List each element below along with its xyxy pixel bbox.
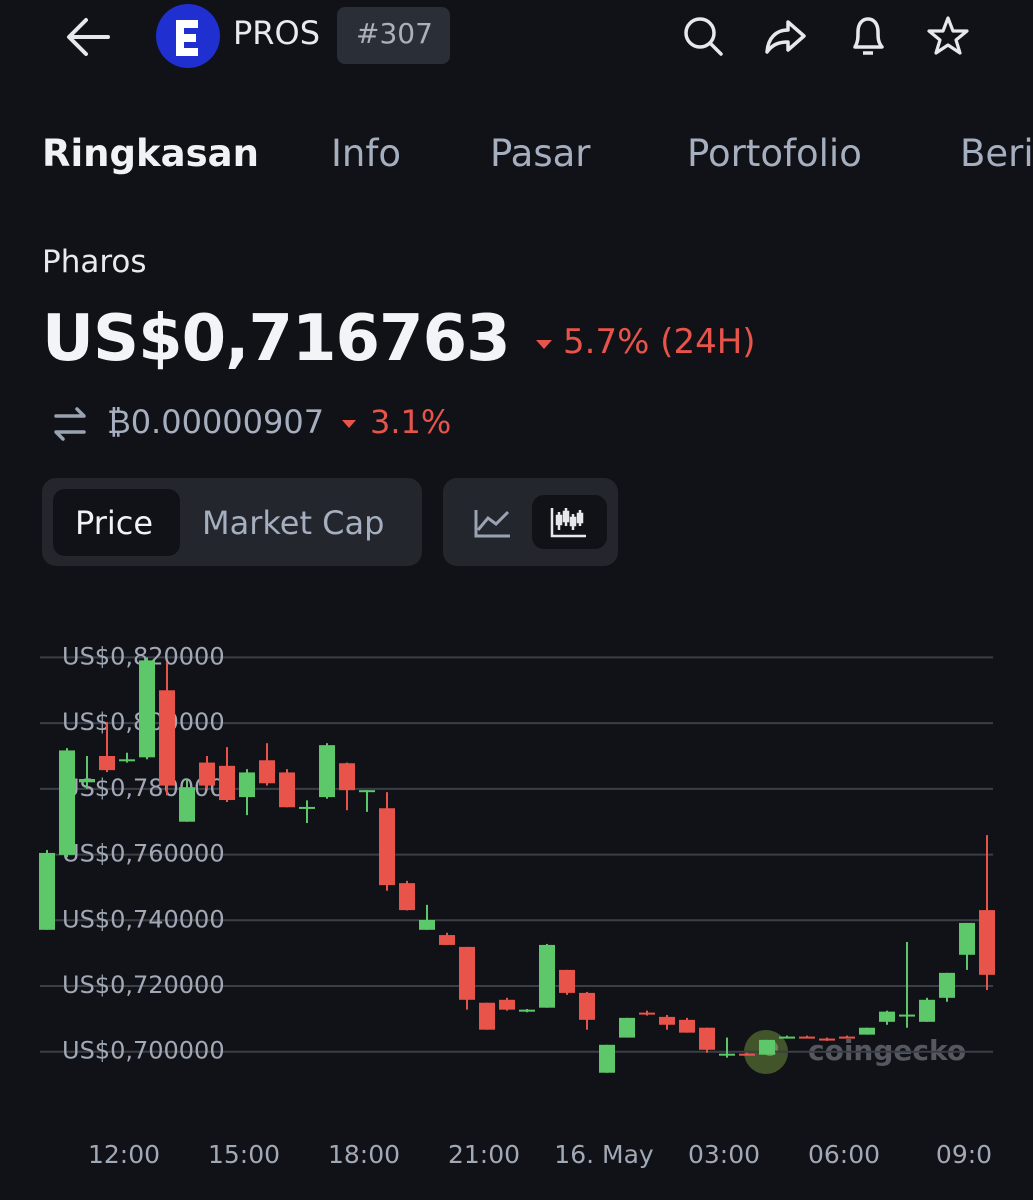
price: US$0,716763 — [42, 302, 511, 376]
candle-body — [199, 762, 215, 786]
y-tick-label: US$0,740000 — [62, 905, 225, 933]
btc-price: ₿0.00000907 — [107, 403, 325, 441]
candle-body — [319, 745, 335, 798]
candle-body — [259, 760, 275, 784]
ui-icons — [42, 4, 969, 566]
coin-name: Pharos — [42, 244, 147, 280]
candle-body — [979, 910, 995, 975]
candle-body — [419, 919, 435, 930]
candle-body — [59, 750, 75, 855]
candle-body — [639, 1012, 655, 1015]
candle-body — [39, 852, 55, 930]
candle-body — [879, 1011, 895, 1022]
coin-rank: #307 — [356, 17, 433, 50]
down-arrow — [342, 420, 356, 428]
x-tick-label: 15:00 — [208, 1140, 280, 1169]
coin-symbol: PROS — [233, 14, 321, 52]
y-tick-label: US$0,700000 — [62, 1037, 225, 1065]
candle-body — [179, 787, 195, 822]
candle-body — [439, 935, 455, 945]
candle-body — [499, 999, 515, 1010]
x-tick-label: 16. May — [554, 1140, 654, 1169]
candle-body — [719, 1053, 735, 1056]
candle-body — [599, 1044, 615, 1073]
candle-body — [119, 759, 135, 762]
line-chart-button[interactable] — [474, 510, 510, 538]
candle-body — [379, 808, 395, 886]
candle-body — [519, 1009, 535, 1012]
candle-body — [239, 772, 255, 798]
candle-body — [779, 1036, 795, 1039]
candle-body — [139, 660, 155, 758]
candle-body — [739, 1053, 755, 1056]
y-tick-label: US$0,780000 — [62, 774, 225, 802]
toggle-option[interactable]: Price — [75, 504, 154, 542]
toggle-selected[interactable] — [53, 489, 180, 556]
toggle-option[interactable]: Market Cap — [202, 504, 385, 542]
candle-body — [919, 999, 935, 1022]
candle-body — [299, 806, 315, 809]
candle-body — [799, 1036, 815, 1039]
coin-logo — [156, 4, 220, 68]
tab[interactable]: Pasar — [490, 132, 591, 175]
candle-body — [819, 1038, 835, 1041]
candle-body — [759, 1039, 775, 1055]
share-button[interactable] — [765, 20, 806, 54]
y-tick-label: US$0,760000 — [62, 840, 225, 868]
back-button[interactable] — [67, 18, 110, 56]
candle-body — [939, 972, 955, 998]
candle-body — [459, 946, 475, 1000]
tab[interactable]: Ringkasan — [42, 132, 259, 175]
candle-icon — [550, 508, 586, 538]
x-tick-label: 18:00 — [328, 1140, 400, 1169]
candle-body — [339, 763, 355, 791]
candle-body — [539, 944, 555, 1008]
candle-body — [359, 790, 375, 793]
x-tick-label: 06:00 — [808, 1140, 880, 1169]
x-tick-label: 09:0 — [936, 1140, 992, 1169]
candle-body — [159, 690, 175, 786]
rank-badge — [337, 7, 450, 64]
candle-body — [839, 1036, 855, 1039]
candle-body — [279, 772, 295, 808]
candle-body — [219, 765, 235, 801]
candle-body — [659, 1016, 675, 1025]
price-change: 5.7% (24H) — [563, 322, 756, 362]
candle-body — [959, 922, 975, 955]
candle-body — [479, 1002, 495, 1030]
y-tick-label: US$0,720000 — [62, 971, 225, 999]
candle-body — [579, 992, 595, 1020]
candle-body — [99, 756, 115, 771]
watchlist-button[interactable] — [927, 16, 969, 55]
x-tick-label: 21:00 — [448, 1140, 520, 1169]
swap-icon — [54, 407, 86, 441]
candle-body — [859, 1027, 875, 1035]
down-arrow — [536, 340, 552, 349]
btc-change: 3.1% — [370, 403, 452, 441]
candle-body — [399, 883, 415, 911]
x-tick-label: 12:00 — [88, 1140, 160, 1169]
tab[interactable]: Portofolio — [687, 132, 862, 175]
candle-chart-button[interactable] — [532, 495, 607, 549]
tab[interactable]: Info — [331, 132, 402, 175]
candle-body — [699, 1027, 715, 1050]
candle-body — [559, 969, 575, 993]
alert-button[interactable] — [853, 17, 884, 55]
candle-body — [619, 1017, 635, 1038]
candle-body — [899, 1014, 915, 1017]
x-tick-label: 03:00 — [688, 1140, 760, 1169]
price-chart: coingecko US$0,700000US$0,720000US$0,740… — [39, 642, 995, 1169]
candle-body — [679, 1019, 695, 1033]
candle-body — [79, 779, 95, 783]
search-button[interactable] — [684, 17, 723, 56]
tab[interactable]: Beri — [960, 132, 1033, 175]
